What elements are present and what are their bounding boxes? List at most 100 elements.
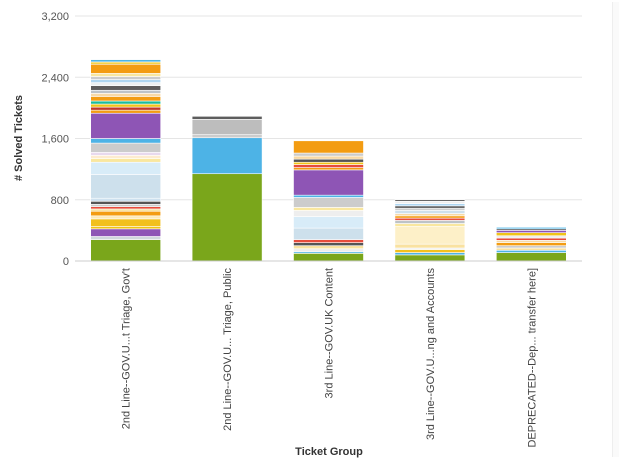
bar-segment[interactable] bbox=[90, 79, 161, 83]
bar-segment[interactable] bbox=[90, 61, 161, 65]
bar-segment[interactable] bbox=[293, 158, 364, 163]
bar-segment[interactable] bbox=[90, 218, 161, 227]
bar-segment[interactable] bbox=[495, 237, 567, 241]
x-category-label: 2nd Line--GOV.U...t Triage, Gov't bbox=[121, 268, 133, 429]
bar-segment[interactable] bbox=[90, 158, 161, 163]
bar-segment[interactable] bbox=[293, 245, 364, 250]
bar-segment[interactable] bbox=[394, 213, 466, 217]
bar-segment[interactable] bbox=[394, 205, 466, 209]
bar-segment[interactable] bbox=[495, 247, 567, 251]
bar-stack[interactable] bbox=[293, 140, 364, 262]
scrollbar-thumb[interactable] bbox=[612, 2, 619, 457]
bar-segment[interactable] bbox=[394, 226, 466, 245]
bar-segment[interactable] bbox=[394, 217, 466, 221]
bar-segment[interactable] bbox=[495, 252, 567, 262]
bar-segment[interactable] bbox=[90, 103, 161, 108]
bar-segment[interactable] bbox=[90, 174, 161, 199]
bar-segment[interactable] bbox=[191, 134, 263, 139]
bar-segment[interactable] bbox=[293, 248, 364, 253]
bar-segment[interactable] bbox=[293, 167, 364, 171]
bar-segment[interactable] bbox=[394, 249, 466, 253]
y-tick-label: 2,400 bbox=[41, 72, 69, 84]
bar-segment[interactable] bbox=[90, 63, 161, 74]
bar-segment[interactable] bbox=[90, 210, 161, 217]
bar-segment[interactable] bbox=[293, 164, 364, 168]
bar-segment[interactable] bbox=[90, 228, 161, 237]
bar-segment[interactable] bbox=[90, 200, 161, 205]
bar-segment[interactable] bbox=[495, 235, 567, 239]
bar-stack[interactable] bbox=[495, 227, 567, 262]
bar-stack[interactable] bbox=[394, 199, 466, 262]
bar-segment[interactable] bbox=[90, 106, 161, 111]
bar-segment[interactable] bbox=[90, 226, 161, 230]
bar-segment[interactable] bbox=[293, 253, 364, 262]
bar-segment[interactable] bbox=[90, 151, 161, 156]
bar-segment[interactable] bbox=[90, 89, 161, 94]
bar-segment[interactable] bbox=[394, 200, 466, 204]
bar-segment[interactable] bbox=[293, 169, 364, 196]
bar-segment[interactable] bbox=[293, 152, 364, 157]
bar-stack[interactable] bbox=[90, 59, 161, 262]
bar-segment[interactable] bbox=[90, 59, 161, 63]
bar-segment[interactable] bbox=[293, 242, 364, 246]
bar-segment[interactable] bbox=[394, 207, 466, 211]
bar-segment[interactable] bbox=[495, 232, 567, 237]
bar-segment[interactable] bbox=[90, 109, 161, 114]
bar-segment[interactable] bbox=[293, 227, 364, 240]
bar-segment[interactable] bbox=[191, 119, 263, 135]
x-category-label: DEPRECATED--Dep... transfer here] bbox=[526, 268, 538, 448]
bar-segment[interactable] bbox=[191, 173, 263, 262]
bar-segment[interactable] bbox=[90, 93, 161, 97]
bar-segment[interactable] bbox=[191, 115, 263, 120]
bar-segment[interactable] bbox=[90, 142, 161, 153]
bar-segment[interactable] bbox=[293, 197, 364, 208]
bar-segment[interactable] bbox=[90, 239, 161, 262]
bar-segment[interactable] bbox=[394, 220, 466, 224]
bar-segment[interactable] bbox=[90, 73, 161, 77]
bar-segment[interactable] bbox=[394, 210, 466, 214]
y-tick-label: 800 bbox=[51, 195, 69, 207]
bar-segment[interactable] bbox=[90, 208, 161, 212]
bar-segment[interactable] bbox=[90, 85, 161, 91]
bar-segment[interactable] bbox=[394, 203, 466, 207]
bar-segment[interactable] bbox=[293, 216, 364, 229]
bar-segment[interactable] bbox=[90, 236, 161, 240]
bar-segment[interactable] bbox=[90, 138, 161, 144]
bar-segment[interactable] bbox=[90, 112, 161, 139]
bar-segment[interactable] bbox=[90, 76, 161, 80]
bar-segment[interactable] bbox=[394, 215, 466, 219]
bar-segment[interactable] bbox=[394, 254, 466, 262]
bar-segment[interactable] bbox=[495, 249, 567, 253]
bar-segment[interactable] bbox=[495, 242, 567, 246]
bar-segment[interactable] bbox=[90, 197, 161, 202]
bar-segment[interactable] bbox=[191, 137, 263, 175]
bar-segment[interactable] bbox=[293, 140, 364, 154]
bar-segment[interactable] bbox=[293, 207, 364, 211]
bar-segment[interactable] bbox=[90, 96, 161, 102]
bar-segment[interactable] bbox=[90, 100, 161, 105]
bar-segment[interactable] bbox=[90, 204, 161, 207]
bar-segment[interactable] bbox=[495, 230, 567, 233]
bar-segment[interactable] bbox=[394, 199, 466, 202]
x-category-label: 2nd Line--GOV.U... Triage, Public bbox=[222, 268, 234, 431]
vertical-scrollbar[interactable] bbox=[612, 0, 620, 460]
bar-segment[interactable] bbox=[495, 240, 567, 243]
bar-segment[interactable] bbox=[90, 215, 161, 220]
bar-segment[interactable] bbox=[90, 161, 161, 175]
bar-segment[interactable] bbox=[90, 206, 161, 210]
bar-segment[interactable] bbox=[293, 161, 364, 165]
bar-segment[interactable] bbox=[394, 223, 466, 227]
bar-segment[interactable] bbox=[495, 227, 567, 230]
bar-segment[interactable] bbox=[293, 210, 364, 217]
bar-segment[interactable] bbox=[90, 155, 161, 159]
bar-segment[interactable] bbox=[293, 194, 364, 198]
bar-segment[interactable] bbox=[293, 155, 364, 160]
bar-segment[interactable] bbox=[293, 239, 364, 243]
bar-segment[interactable] bbox=[495, 245, 567, 249]
bar-segment[interactable] bbox=[394, 252, 466, 256]
bar-segment[interactable] bbox=[90, 82, 161, 86]
bar-segment[interactable] bbox=[394, 243, 466, 249]
bars bbox=[90, 59, 567, 262]
bar-stack[interactable] bbox=[191, 115, 263, 262]
